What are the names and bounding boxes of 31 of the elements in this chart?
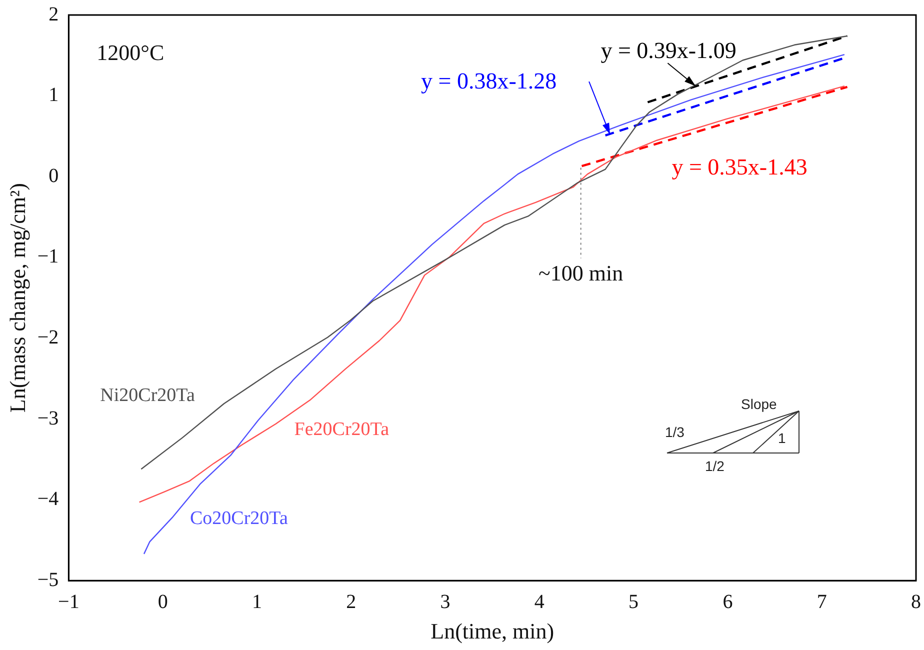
- y-tick-label: −2: [37, 326, 59, 348]
- y-axis-title: Ln(mass change, mg/cm²): [4, 183, 30, 413]
- y-tick-label: 1: [48, 84, 59, 106]
- y-tick-label: −1: [37, 246, 59, 268]
- annotation: y = 0.38x-1.28: [421, 68, 557, 94]
- x-tick-label: 5: [628, 590, 639, 613]
- annotation: 1/3: [665, 424, 684, 440]
- ref-line-label: ~100 min: [538, 260, 624, 286]
- annotation: 1200°C: [96, 40, 164, 65]
- annotation: 1: [778, 430, 786, 446]
- y-tick-label: −5: [37, 568, 59, 591]
- y-tick-label: −3: [37, 407, 59, 430]
- x-axis-title: Ln(time, min): [430, 618, 554, 644]
- x-tick-label: 3: [440, 590, 450, 613]
- series-label: Co20Cr20Ta: [190, 508, 288, 529]
- y-tick-label: 2: [48, 3, 59, 26]
- x-tick-label: 1: [252, 590, 262, 613]
- x-tick-label: 7: [816, 590, 827, 613]
- series-label: Fe20Cr20Ta: [294, 419, 390, 440]
- annotation: Slope: [741, 396, 777, 412]
- series-label: Ni20Cr20Ta: [100, 385, 196, 406]
- annotation: y = 0.39x-1.09: [600, 38, 736, 64]
- y-tick-label: 0: [48, 164, 59, 187]
- x-tick-label: 2: [346, 590, 356, 613]
- annotation: y = 0.35x-1.43: [672, 154, 808, 180]
- x-tick-label: 4: [534, 590, 544, 613]
- x-tick-label: 6: [722, 590, 733, 613]
- y-tick-label: −4: [37, 488, 59, 510]
- x-tick-label: 8: [911, 590, 921, 613]
- annotation: 1/2: [705, 458, 724, 474]
- x-tick-label: 0: [158, 590, 168, 613]
